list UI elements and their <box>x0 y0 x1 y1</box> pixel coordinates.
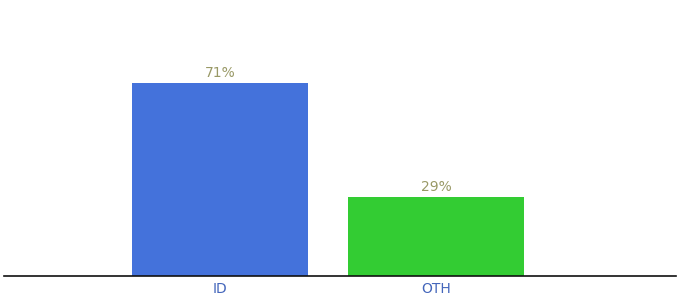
Text: 71%: 71% <box>205 66 235 80</box>
Bar <box>132 83 308 276</box>
Text: 29%: 29% <box>420 180 452 194</box>
Bar <box>348 197 524 276</box>
